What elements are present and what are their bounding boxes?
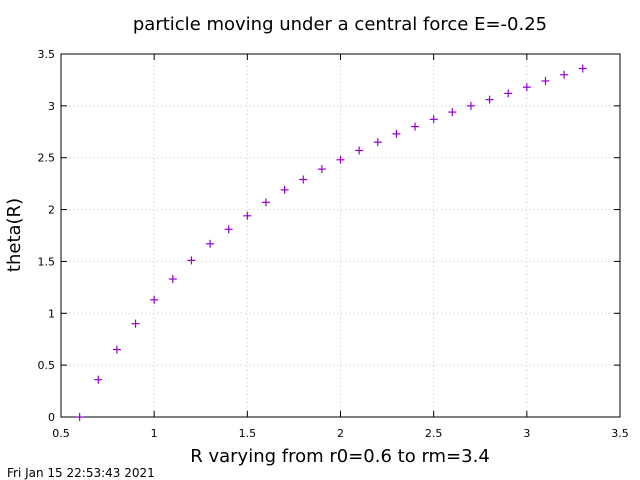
data-point	[578, 64, 587, 73]
x-tick-label: 2	[337, 427, 344, 440]
y-tick-label: 2.5	[38, 152, 56, 165]
x-tick-label: 2.5	[425, 427, 443, 440]
y-tick-label: 2	[48, 204, 55, 217]
data-point	[206, 239, 215, 248]
data-point	[504, 89, 513, 98]
data-point	[261, 198, 270, 207]
data-point	[466, 101, 475, 110]
y-tick-label: 1	[48, 307, 55, 320]
data-point	[150, 295, 159, 304]
y-axis-label: theta(R)	[4, 198, 25, 272]
x-tick-label: 3.5	[611, 427, 629, 440]
data-point	[112, 345, 121, 354]
data-point	[560, 70, 569, 79]
data-point	[411, 122, 420, 131]
y-tick-label: 3.5	[38, 48, 56, 61]
x-tick-label: 1	[151, 427, 158, 440]
timestamp: Fri Jan 15 22:53:43 2021	[7, 466, 155, 480]
x-axis-label: R varying from r0=0.6 to rm=3.4	[190, 446, 490, 467]
data-point	[224, 225, 233, 234]
data-point	[317, 165, 326, 174]
x-tick-label: 0.5	[52, 427, 70, 440]
data-point	[541, 76, 550, 85]
data-point	[355, 146, 364, 155]
grid	[61, 54, 620, 417]
data-point	[429, 115, 438, 124]
x-tick-label: 1.5	[239, 427, 257, 440]
data-point	[373, 138, 382, 147]
y-tick-label: 1.5	[38, 255, 56, 268]
data-point	[243, 211, 252, 220]
x-tick-label: 3	[523, 427, 530, 440]
y-tick-label: 3	[48, 100, 55, 113]
data-point	[187, 256, 196, 265]
data-point	[485, 95, 494, 104]
chart-title: particle moving under a central force E=…	[133, 14, 547, 35]
axis-ticks: 0.5 1 1.5 2 2.5 3 3.5 0 0.5 1 1.5 2 2.5 3 3.5	[38, 48, 629, 440]
data-points	[75, 64, 587, 421]
data-point	[448, 108, 457, 117]
data-point	[94, 375, 103, 384]
data-point	[392, 129, 401, 138]
data-point	[299, 175, 308, 184]
data-point	[336, 155, 345, 164]
data-point	[522, 83, 531, 92]
data-point	[131, 319, 140, 328]
y-tick-label: 0.5	[38, 359, 56, 372]
y-tick-label: 0	[48, 411, 55, 424]
data-point	[280, 185, 289, 194]
data-point	[168, 275, 177, 284]
data-point	[75, 413, 84, 421]
